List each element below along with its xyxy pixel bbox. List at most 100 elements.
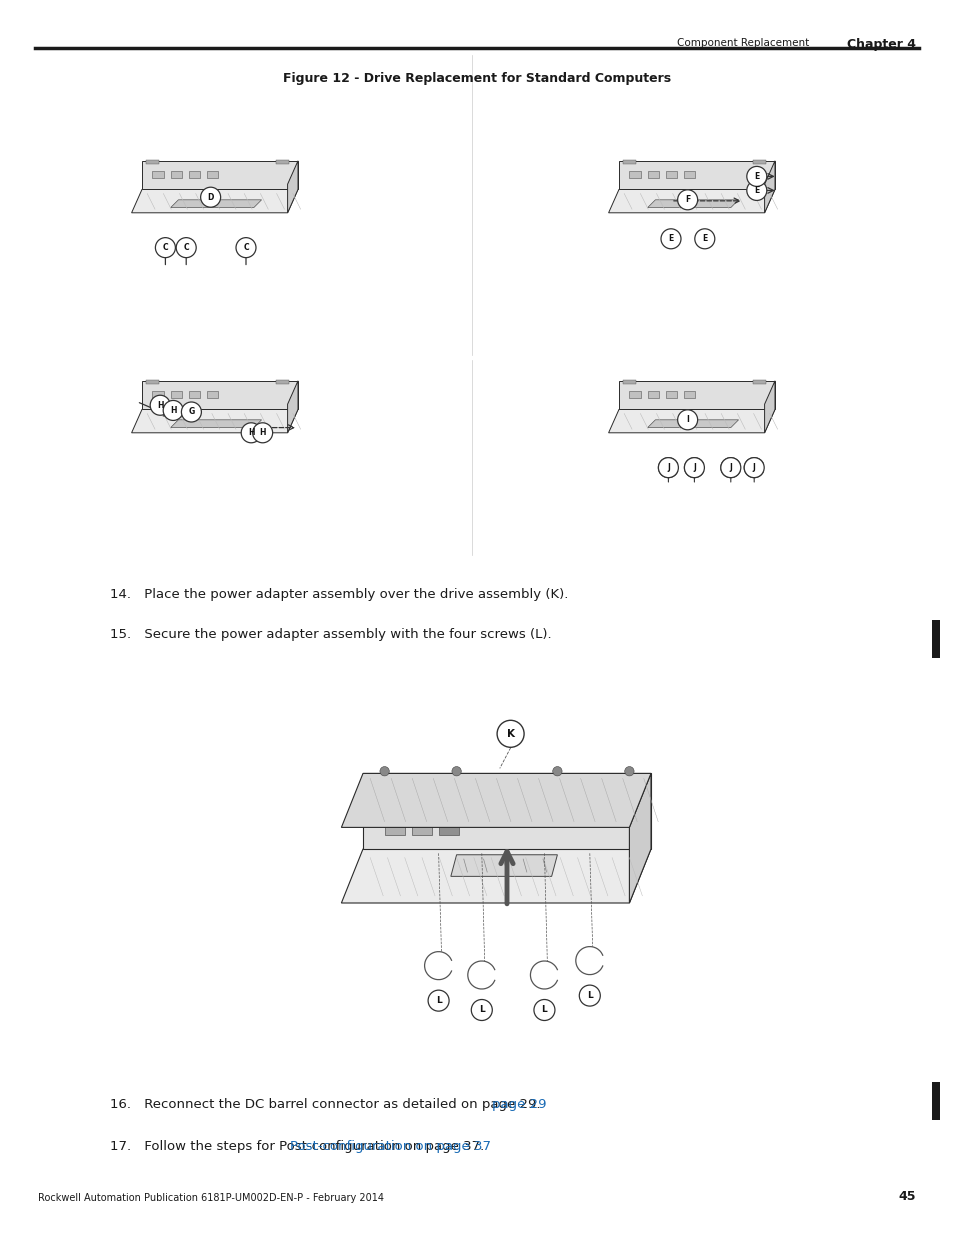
Polygon shape: [763, 161, 774, 212]
Text: J: J: [692, 463, 695, 472]
Text: I: I: [685, 415, 688, 425]
Bar: [931, 1082, 939, 1120]
Text: C: C: [162, 243, 168, 252]
Circle shape: [497, 720, 523, 747]
Text: Figure 12 - Drive Replacement for Standard Computers: Figure 12 - Drive Replacement for Standa…: [283, 72, 670, 85]
Polygon shape: [763, 380, 774, 432]
Polygon shape: [287, 380, 297, 432]
Bar: [412, 821, 432, 835]
Polygon shape: [629, 773, 650, 903]
Polygon shape: [171, 420, 261, 427]
Text: L: L: [436, 997, 441, 1005]
Polygon shape: [618, 380, 774, 409]
Text: C: C: [183, 243, 189, 252]
Bar: [683, 390, 695, 398]
Bar: [152, 390, 164, 398]
Bar: [146, 161, 158, 164]
Text: H: H: [259, 429, 266, 437]
Circle shape: [720, 458, 740, 478]
Text: Chapter 4: Chapter 4: [846, 38, 915, 51]
Circle shape: [200, 188, 220, 207]
Text: H: H: [248, 429, 254, 437]
Polygon shape: [618, 161, 774, 189]
Bar: [665, 390, 677, 398]
Text: Rockwell Automation Publication 6181P-UM002D-EN-P - February 2014: Rockwell Automation Publication 6181P-UM…: [38, 1193, 384, 1203]
Polygon shape: [132, 409, 297, 432]
Polygon shape: [608, 189, 774, 212]
Bar: [171, 390, 182, 398]
Circle shape: [155, 237, 175, 258]
Text: E: E: [754, 186, 759, 195]
Circle shape: [694, 228, 714, 248]
Text: E: E: [701, 235, 707, 243]
Text: J: J: [752, 463, 755, 472]
Circle shape: [578, 986, 599, 1007]
Bar: [752, 161, 765, 164]
Circle shape: [746, 180, 766, 200]
Text: H: H: [170, 406, 176, 415]
Bar: [647, 170, 659, 178]
Circle shape: [253, 422, 273, 443]
Bar: [207, 390, 218, 398]
Polygon shape: [171, 200, 261, 207]
Circle shape: [452, 767, 461, 776]
Circle shape: [746, 167, 766, 186]
Circle shape: [379, 767, 389, 776]
Text: C: C: [243, 243, 249, 252]
Polygon shape: [287, 161, 297, 212]
Bar: [146, 380, 158, 384]
Bar: [683, 170, 695, 178]
Bar: [622, 380, 635, 384]
Bar: [629, 170, 640, 178]
Bar: [629, 390, 640, 398]
Circle shape: [658, 458, 678, 478]
Text: 17. Follow the steps for Post-configuration on page 37.: 17. Follow the steps for Post-configurat…: [110, 1140, 484, 1153]
Text: G: G: [188, 408, 194, 416]
Bar: [152, 170, 164, 178]
Circle shape: [683, 458, 703, 478]
Circle shape: [743, 458, 763, 478]
Bar: [439, 821, 459, 835]
Bar: [931, 620, 939, 658]
Bar: [207, 170, 218, 178]
Circle shape: [534, 999, 555, 1020]
Text: Post-configuration on page 37: Post-configuration on page 37: [290, 1140, 491, 1153]
Polygon shape: [132, 189, 297, 212]
Circle shape: [150, 395, 170, 415]
Circle shape: [677, 410, 697, 430]
Text: Component Replacement: Component Replacement: [676, 38, 808, 48]
Circle shape: [235, 237, 255, 258]
Bar: [752, 380, 765, 384]
Bar: [384, 821, 404, 835]
Text: L: L: [541, 1005, 547, 1014]
Text: J: J: [666, 463, 669, 472]
Text: 16. Reconnect the DC barrel connector as detailed on page 29.: 16. Reconnect the DC barrel connector as…: [110, 1098, 540, 1112]
Polygon shape: [451, 855, 557, 877]
Circle shape: [552, 767, 561, 776]
Text: L: L: [586, 992, 592, 1000]
Polygon shape: [142, 161, 297, 189]
Circle shape: [624, 767, 634, 776]
Bar: [647, 390, 659, 398]
Circle shape: [428, 990, 449, 1011]
Circle shape: [176, 237, 196, 258]
Polygon shape: [341, 773, 650, 827]
Text: H: H: [157, 400, 163, 410]
Text: L: L: [478, 1005, 484, 1014]
Polygon shape: [647, 420, 738, 427]
Text: E: E: [754, 172, 759, 180]
Text: D: D: [207, 193, 213, 201]
Circle shape: [181, 403, 201, 422]
Text: 14. Place the power adapter assembly over the drive assembly (K).: 14. Place the power adapter assembly ove…: [110, 588, 568, 601]
Bar: [189, 170, 200, 178]
Polygon shape: [142, 380, 297, 409]
Text: K: K: [506, 729, 514, 739]
Circle shape: [241, 422, 261, 443]
Bar: [171, 170, 182, 178]
Polygon shape: [608, 409, 774, 432]
Polygon shape: [363, 773, 650, 848]
Bar: [189, 390, 200, 398]
Polygon shape: [647, 200, 738, 207]
Text: E: E: [668, 235, 673, 243]
Circle shape: [163, 400, 183, 420]
